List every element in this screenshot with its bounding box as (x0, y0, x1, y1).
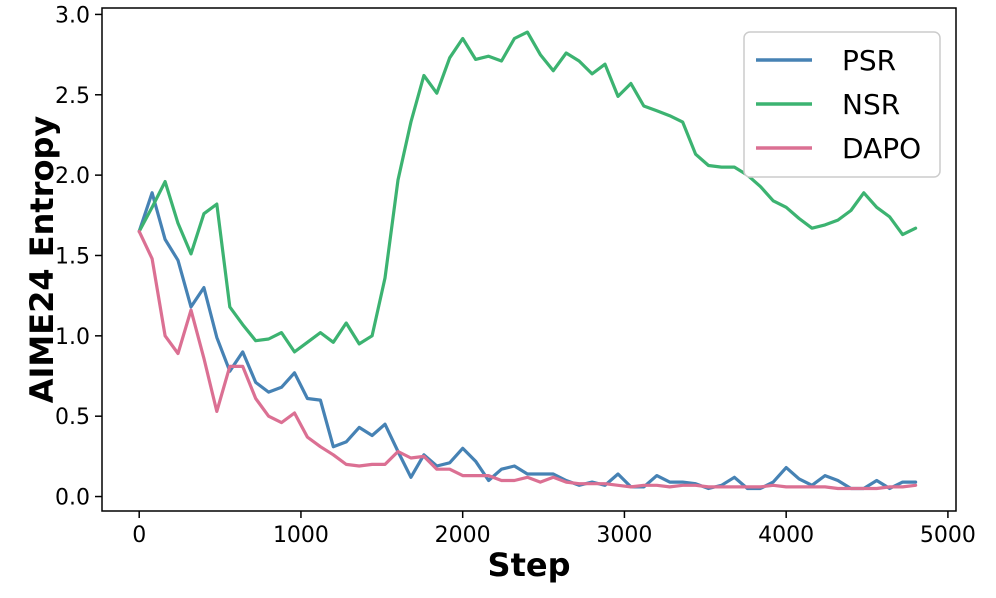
y-tick-label: 3.0 (55, 3, 90, 28)
y-tick-label: 1.0 (55, 325, 90, 350)
y-tick-label: 1.5 (55, 244, 90, 269)
series-line-psr (137, 191, 918, 491)
y-tick-label: 2.5 (55, 84, 90, 109)
plot-frame (101, 7, 957, 512)
y-tick-label: 0.0 (55, 486, 90, 511)
ticks-layer: 0 1000 2000 3000 4000 5000 0.0 0.5 1.0 1.5 2.0 2.5 3… (55, 3, 976, 548)
x-tick-label: 5000 (920, 523, 976, 548)
x-tick-label: 3000 (596, 523, 652, 548)
x-axis-title: Step (488, 546, 571, 584)
y-axis-title: AIME24 Entropy (23, 116, 61, 404)
legend: PSR NSR DAPO (743, 31, 941, 178)
y-tick-label: 0.5 (55, 405, 90, 430)
y-tick-label: 2.0 (55, 164, 90, 189)
series-line-dapo (137, 229, 918, 491)
x-tick-label: 1000 (273, 523, 329, 548)
legend-box (743, 31, 941, 178)
x-tick-label: 2000 (435, 523, 491, 548)
legend-label-nsr: NSR (842, 88, 900, 121)
legend-label-psr: PSR (842, 44, 896, 77)
x-tick-label: 4000 (758, 523, 814, 548)
legend-label-dapo: DAPO (842, 132, 921, 165)
series-layer (137, 30, 918, 491)
x-tick-label: 0 (132, 523, 146, 548)
series-line-nsr (137, 30, 918, 354)
